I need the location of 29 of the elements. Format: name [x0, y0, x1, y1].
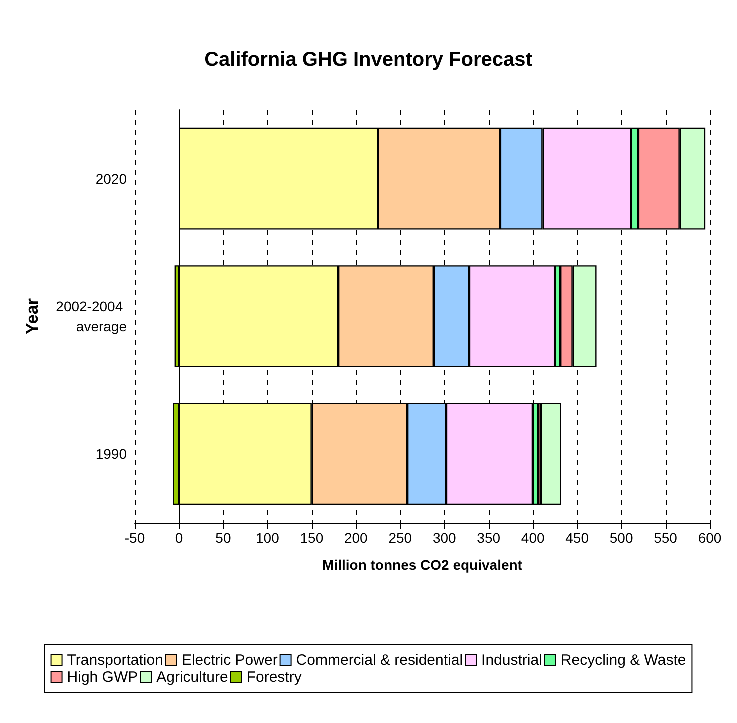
x-tick-label: 450 [566, 530, 590, 546]
legend-label: Forestry [246, 669, 302, 686]
legend-label: Transportation [67, 652, 164, 669]
x-tick-label: 0 [175, 530, 184, 546]
x-tick-label: 50 [216, 530, 232, 546]
x-tick-label: 350 [477, 530, 501, 546]
x-tick-label: 250 [388, 530, 412, 546]
x-tick-label: 600 [698, 530, 722, 546]
x-tick-label: 500 [610, 530, 634, 546]
y-axis-title: Year [23, 298, 42, 334]
y-tick-label: 2002-2004 average [56, 298, 128, 334]
bar [541, 403, 562, 506]
legend-label: Industrial [482, 652, 542, 669]
x-tick-label: 550 [654, 530, 678, 546]
legend-label: High GWP [67, 669, 138, 686]
x-tick-label: 200 [344, 530, 368, 546]
x-tick-label: 300 [432, 530, 457, 546]
legend-label: Commercial & residential [296, 652, 464, 669]
x-tick-label: 100 [256, 530, 280, 546]
x-axis-title: Million tonnes CO2 equivalent [322, 557, 523, 573]
chart-title: California GHG Inventory Forecast [204, 49, 533, 71]
x-tick-label: 150 [300, 530, 324, 546]
legend-label: Agriculture [156, 669, 228, 686]
legend-label: Recycling & Waste [560, 652, 686, 669]
x-tick-label: 400 [521, 530, 545, 546]
x-tick-label: -50 [124, 530, 146, 546]
y-tick-label: 2020 [96, 170, 128, 187]
y-tick-label: 1990 [96, 446, 128, 462]
legend-label: Electric Power [182, 652, 278, 669]
